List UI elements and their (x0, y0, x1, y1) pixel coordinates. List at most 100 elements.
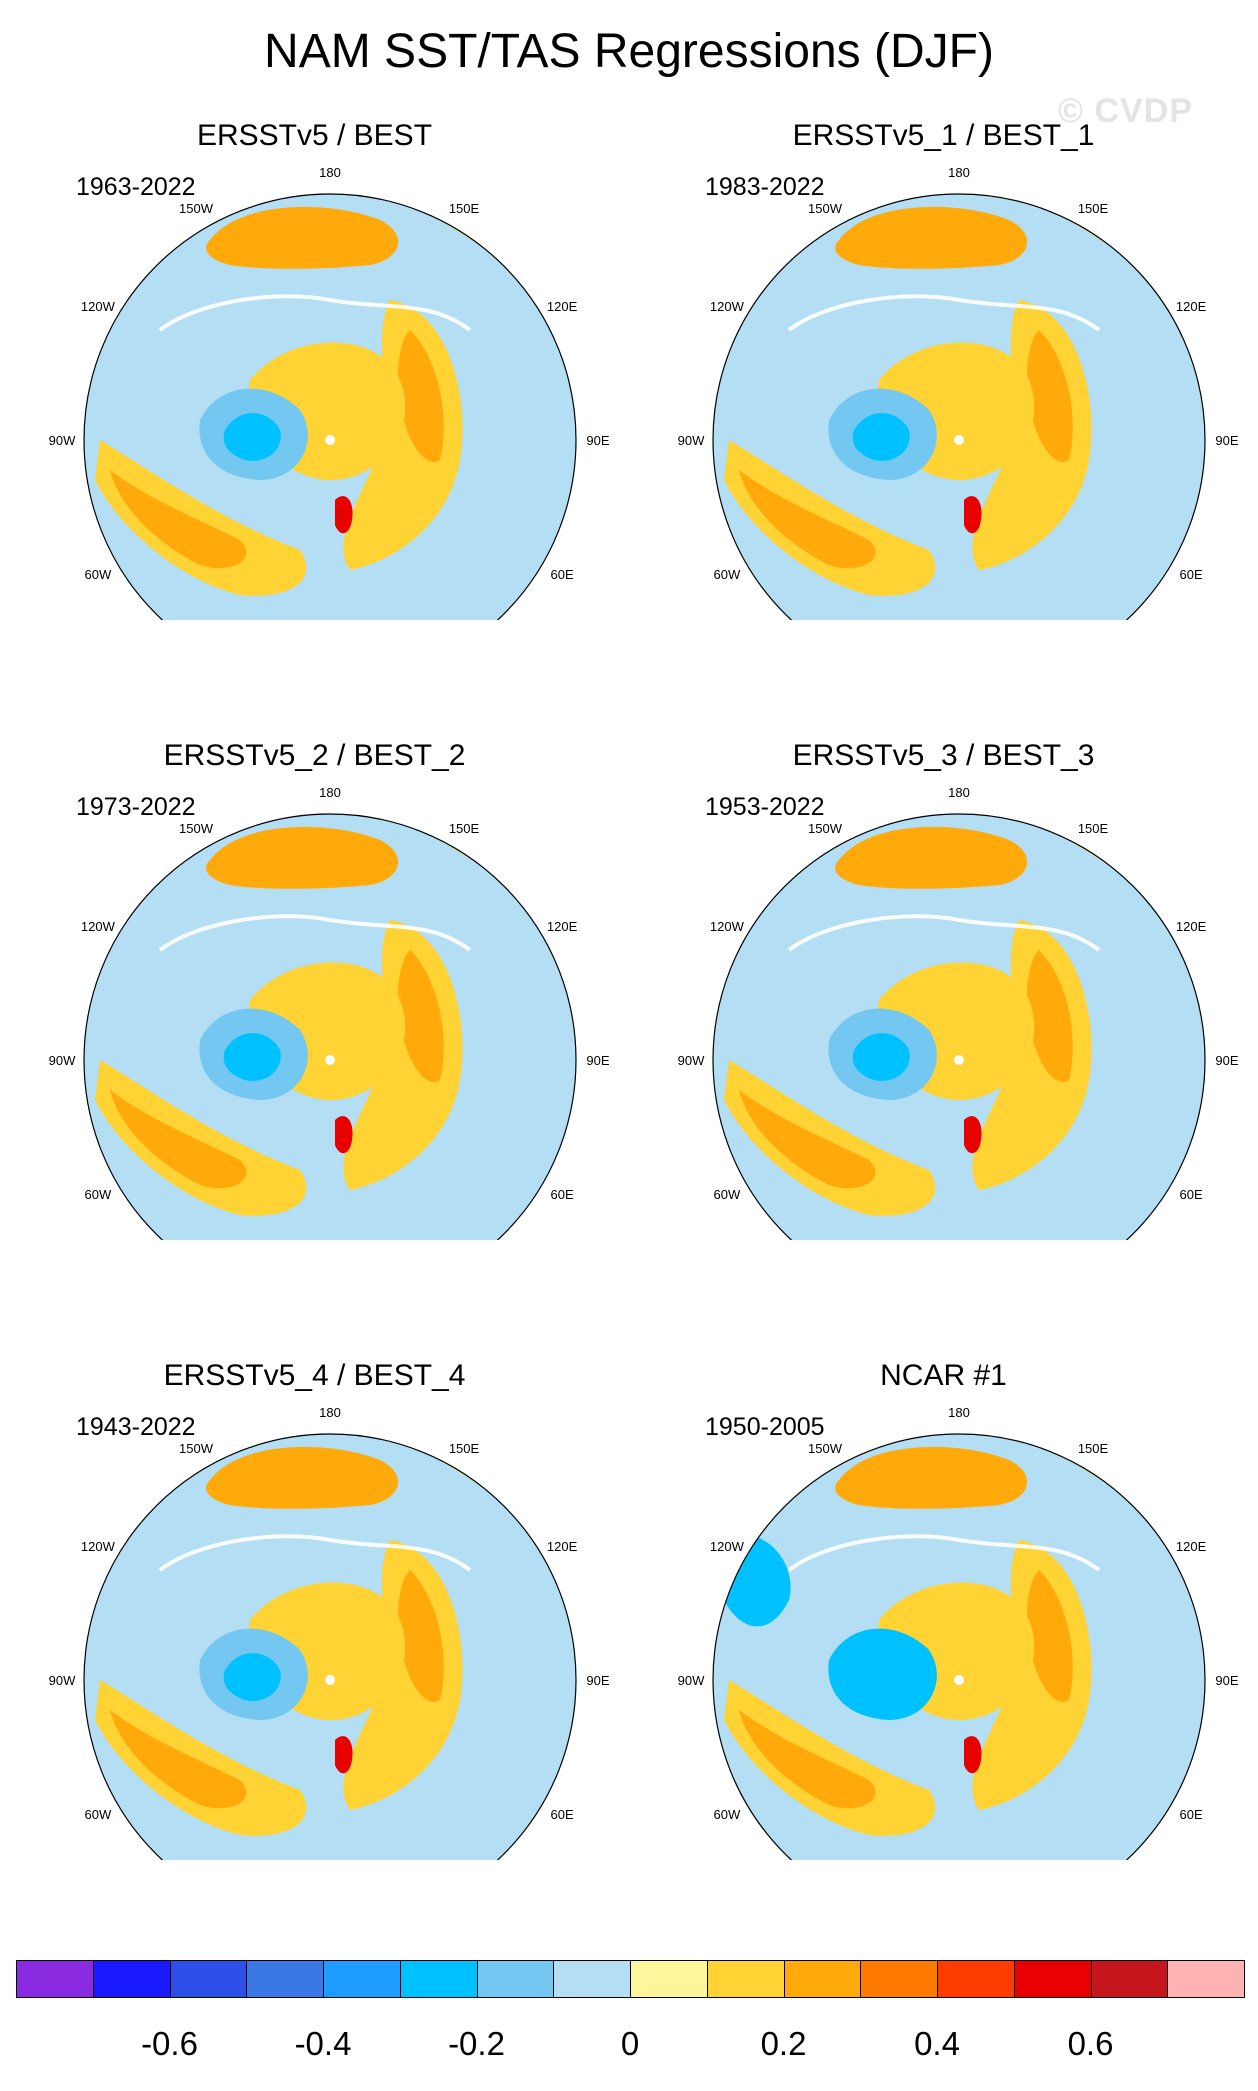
polar-map: 180150E120E90E60E30E030W60W90W120W150W (678, 1405, 1239, 1860)
polar-map: 180150E120E90E60E30E030W60W90W120W150W (49, 165, 610, 620)
longitude-label: 90W (49, 433, 76, 448)
longitude-label: 150W (808, 821, 843, 836)
colorbar-box (246, 1960, 324, 1998)
longitude-label: 60W (85, 567, 112, 582)
colorbar-tick-label: 0 (620, 2025, 640, 2062)
field-north-pacific (835, 1446, 1028, 1509)
longitude-label: 60E (1180, 567, 1203, 582)
panel-period: 1973-2022 (76, 793, 196, 821)
field-greenland-labrador (852, 1653, 910, 1701)
field-scandinavia (335, 1736, 353, 1774)
longitude-label: 60W (85, 1187, 112, 1202)
polar-map: 180150E120E90E60E30E030W60W90W120W150W (678, 165, 1239, 620)
longitude-label: 90E (586, 433, 609, 448)
field-north-pacific (206, 826, 399, 889)
longitude-label: 120E (1176, 1539, 1207, 1554)
longitude-label: 150W (179, 201, 214, 216)
longitude-label: 120E (547, 1539, 578, 1554)
field-north-atlantic-gyre (739, 470, 876, 569)
longitude-label: 180 (948, 1405, 970, 1420)
colorbar-box (169, 1960, 248, 1998)
panel-title: ERSSTv5_1 / BEST_1 (792, 119, 1095, 152)
field-eurasia (1027, 1570, 1073, 1702)
pole-dot (325, 435, 335, 445)
colorbar-box (706, 1960, 785, 1998)
map-border (712, 1433, 1206, 1860)
coastline (158, 1534, 472, 1572)
colorbar-tick-label: -0.4 (294, 2025, 352, 2062)
longitude-label: 120E (1176, 919, 1207, 934)
map-border (83, 1433, 577, 1860)
panel-title: ERSSTv5 / BEST (196, 119, 433, 152)
panel-period: 1943-2022 (76, 1413, 196, 1441)
colorbar-box (399, 1960, 478, 1998)
longitude-label: 150W (808, 201, 843, 216)
longitude-label: 150E (449, 201, 480, 216)
cvdp-watermark: © CVDP (1058, 92, 1193, 130)
polar-map: 180150E120E90E60E30E030W60W90W120W150W (678, 785, 1239, 1240)
coastline (787, 294, 1101, 332)
colorbar-labels: -0.6 -0.4 -0.2 0 0.2 0.4 0.6 (0, 2024, 1258, 2064)
longitude-label: 120W (81, 919, 116, 934)
map-border (83, 813, 577, 1240)
colorbar-box (1013, 1960, 1092, 1998)
map-border (712, 193, 1206, 620)
map-border (83, 193, 577, 620)
longitude-label: 120E (1176, 299, 1207, 314)
colorbar-box (16, 1960, 94, 1998)
longitude-label: 150E (449, 1441, 480, 1456)
longitude-label: 180 (948, 165, 970, 180)
field-north-pacific (206, 1446, 399, 1509)
pole-dot (325, 1055, 335, 1065)
panel-title: ERSSTv5_4 / BEST_4 (163, 1359, 466, 1392)
longitude-label: 60E (551, 567, 574, 582)
colorbar-tick-label: 0.4 (914, 2025, 960, 2062)
pole-dot (954, 1055, 964, 1065)
longitude-label: 120W (710, 919, 745, 934)
field-greenland-labrador (223, 413, 281, 461)
colorbar-box (1167, 1960, 1245, 1998)
field-greenland-labrador (223, 1653, 281, 1701)
longitude-label: 60W (714, 1187, 741, 1202)
panel-period: 1983-2022 (705, 173, 825, 201)
longitude-label: 150E (1078, 821, 1109, 836)
colorbar-box (553, 1960, 631, 1998)
colorbar-tick-label: 0.6 (1067, 2025, 1114, 2062)
field-north-atlantic-gyre (110, 470, 247, 569)
panel-period: 1950-2005 (705, 1413, 825, 1441)
field-eurasia (398, 950, 444, 1082)
colorbar-box (783, 1960, 862, 1998)
field-north-pacific (835, 826, 1028, 889)
field-north-atlantic-gyre (110, 1090, 247, 1189)
field-scandinavia (964, 1116, 982, 1154)
field-scandinavia (964, 496, 982, 534)
colorbar-box (860, 1960, 938, 1998)
field-north-atlantic-gyre (95, 1060, 307, 1216)
field-north-pacific (835, 206, 1028, 269)
longitude-label: 90W (678, 1053, 705, 1068)
longitude-label: 90E (586, 1053, 609, 1068)
panel-period: 1953-2022 (705, 793, 825, 821)
colorbar-box (937, 1960, 1015, 1998)
longitude-label: 120W (81, 1539, 116, 1554)
colorbar-box (630, 1960, 708, 1998)
panel-period: 1963-2022 (76, 173, 196, 201)
field-north-pacific (206, 206, 399, 269)
map-panel: ERSSTv5 / BEST 1963-2022 180 150E 120E 90E 60E… (0, 0, 629, 620)
polar-map: 180150E120E90E60E30E030W60W90W120W150W (49, 785, 610, 1240)
longitude-label: 150W (179, 821, 214, 836)
pole-dot (325, 1675, 335, 1685)
field-north-atlantic-gyre (724, 1060, 936, 1216)
longitude-label: 60W (714, 1807, 741, 1822)
longitude-label: 60E (1180, 1187, 1203, 1202)
longitude-label: 90E (1215, 1053, 1238, 1068)
field-scandinavia (964, 1736, 982, 1774)
panel-title: NCAR #1 (880, 1359, 1007, 1392)
longitude-label: 120E (547, 299, 578, 314)
map-panel: ERSSTv5_2 / BEST_2 1973-2022 180 150E 120E 90… (0, 620, 629, 1240)
panel-title: ERSSTv5_3 / BEST_3 (792, 739, 1095, 772)
coastline (787, 914, 1101, 952)
longitude-label: 150W (179, 1441, 214, 1456)
field-north-atlantic-gyre (739, 1090, 876, 1189)
field-greenland-labrador (223, 1033, 281, 1081)
